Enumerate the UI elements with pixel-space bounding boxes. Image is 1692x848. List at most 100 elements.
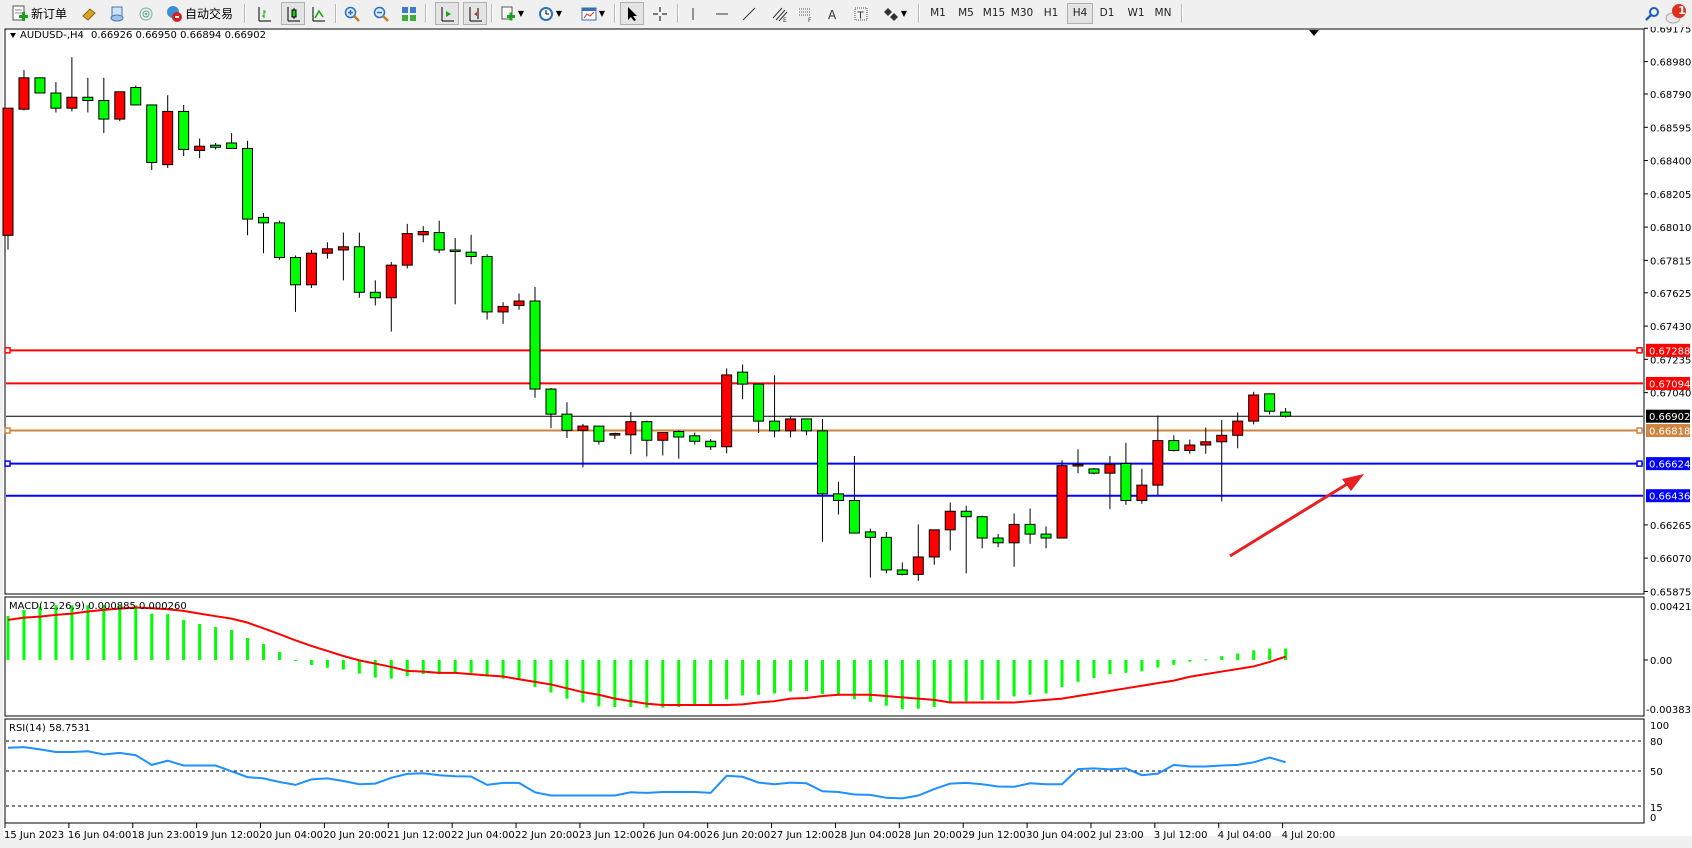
candle[interactable] — [705, 439, 717, 450]
candle[interactable] — [529, 286, 541, 398]
search-button[interactable] — [1643, 3, 1661, 24]
timeframe-h4[interactable]: H4 — [1067, 3, 1093, 24]
candle[interactable] — [976, 515, 988, 549]
candle[interactable] — [1088, 467, 1100, 475]
level-anchor-icon[interactable] — [1636, 347, 1643, 354]
macd-pane[interactable] — [4, 596, 1645, 717]
candle[interactable] — [210, 142, 222, 150]
level-anchor-icon[interactable] — [1636, 460, 1643, 467]
timeframe-m30[interactable]: M30 — [1010, 7, 1034, 19]
arrows-button[interactable]: ▼ — [880, 3, 910, 24]
notifications-button[interactable]: 1 — [1664, 3, 1688, 24]
candle[interactable] — [369, 280, 381, 306]
candle[interactable] — [1008, 513, 1020, 567]
candle[interactable] — [289, 255, 301, 312]
chart-shift-marker-icon[interactable] — [1309, 30, 1319, 36]
candle[interactable] — [880, 531, 892, 574]
timeframe-m5[interactable]: M5 — [958, 7, 974, 19]
candle[interactable] — [194, 138, 206, 159]
candle[interactable] — [66, 57, 78, 112]
candle[interactable] — [960, 505, 972, 574]
auto-trading-button[interactable]: 自动交易 — [162, 3, 236, 24]
timeframe-d1[interactable]: D1 — [1099, 7, 1115, 19]
level-anchor-icon[interactable] — [4, 347, 11, 354]
periods-button[interactable]: ▼ — [535, 3, 565, 24]
candle[interactable] — [242, 140, 254, 236]
zoom-out-button[interactable] — [372, 3, 390, 24]
horizontal-line-button[interactable] — [713, 3, 731, 24]
candle[interactable] — [1136, 468, 1148, 504]
new-order-button[interactable]: 新订单 — [6, 3, 72, 24]
candle[interactable] — [162, 95, 174, 168]
zoom-in-button[interactable] — [343, 3, 361, 24]
text-button[interactable]: A — [824, 3, 842, 24]
chart-window[interactable]: 15 Jun 2023 16 Jun 04:00 18 Jun 23:00 19 Ju… — [0, 27, 1692, 848]
history-center-button[interactable] — [108, 3, 126, 24]
candle[interactable] — [593, 425, 605, 445]
candle[interactable] — [848, 455, 860, 534]
candle[interactable] — [912, 524, 924, 581]
vertical-line-button[interactable] — [684, 3, 702, 24]
candle[interactable] — [305, 249, 317, 289]
candle[interactable] — [273, 220, 285, 260]
level-anchor-icon[interactable] — [1636, 427, 1643, 434]
candle[interactable] — [497, 302, 509, 324]
candle[interactable] — [1232, 412, 1244, 449]
auto-scroll-button[interactable] — [435, 2, 459, 25]
candle[interactable] — [1040, 526, 1052, 549]
candle[interactable] — [864, 528, 876, 578]
candle[interactable] — [1056, 460, 1068, 539]
crosshair-button[interactable] — [651, 3, 669, 24]
symbol-menu-icon[interactable] — [10, 33, 16, 38]
candle[interactable] — [226, 133, 238, 149]
annotation-arrow[interactable] — [1229, 474, 1364, 558]
timeframe-m1[interactable]: M1 — [930, 7, 946, 19]
candle[interactable] — [18, 70, 30, 111]
text-label-button[interactable]: T — [852, 3, 870, 24]
candle[interactable] — [545, 388, 557, 429]
level-anchor-icon[interactable] — [4, 427, 11, 434]
candle[interactable] — [98, 77, 110, 134]
indicators-button[interactable]: ▼ — [497, 3, 527, 24]
candle[interactable] — [417, 226, 429, 243]
candle[interactable] — [1280, 407, 1292, 418]
candle[interactable] — [1216, 419, 1228, 502]
candle[interactable] — [689, 432, 701, 445]
candle[interactable] — [481, 254, 493, 320]
cursor-button[interactable] — [620, 2, 644, 25]
candle[interactable] — [513, 293, 525, 310]
candle[interactable] — [1104, 455, 1116, 510]
bar-chart-button[interactable] — [255, 3, 273, 24]
candle[interactable] — [114, 91, 126, 122]
candle[interactable] — [178, 104, 190, 156]
tile-windows-button[interactable] — [400, 3, 418, 24]
candle[interactable] — [1120, 442, 1132, 505]
candle[interactable] — [721, 368, 733, 454]
candle[interactable] — [673, 430, 685, 459]
candle[interactable] — [1168, 435, 1180, 452]
chart-shift-button[interactable] — [463, 2, 487, 25]
candle[interactable] — [1184, 439, 1196, 454]
rsi-pane[interactable] — [4, 718, 1645, 824]
candle[interactable] — [769, 375, 781, 438]
candle[interactable] — [50, 82, 62, 113]
candle[interactable] — [2, 107, 14, 250]
candle[interactable] — [753, 383, 765, 434]
candle[interactable] — [1264, 393, 1276, 415]
candle[interactable] — [928, 529, 940, 565]
candle[interactable] — [449, 238, 461, 305]
candle[interactable] — [82, 77, 94, 113]
timeframe-h1[interactable]: H1 — [1043, 7, 1059, 19]
candle[interactable] — [258, 212, 270, 254]
equidistant-channel-button[interactable]: E — [771, 3, 789, 24]
candle[interactable] — [130, 85, 142, 106]
candle[interactable] — [1248, 391, 1260, 425]
candle[interactable] — [737, 364, 749, 400]
candle[interactable] — [609, 432, 621, 440]
line-chart-button[interactable] — [309, 3, 327, 24]
candle[interactable] — [657, 432, 669, 456]
candle[interactable] — [146, 104, 158, 171]
candle[interactable] — [465, 234, 477, 265]
timeframe-w1[interactable]: W1 — [1127, 7, 1145, 19]
fibonacci-button[interactable]: F — [796, 3, 814, 24]
